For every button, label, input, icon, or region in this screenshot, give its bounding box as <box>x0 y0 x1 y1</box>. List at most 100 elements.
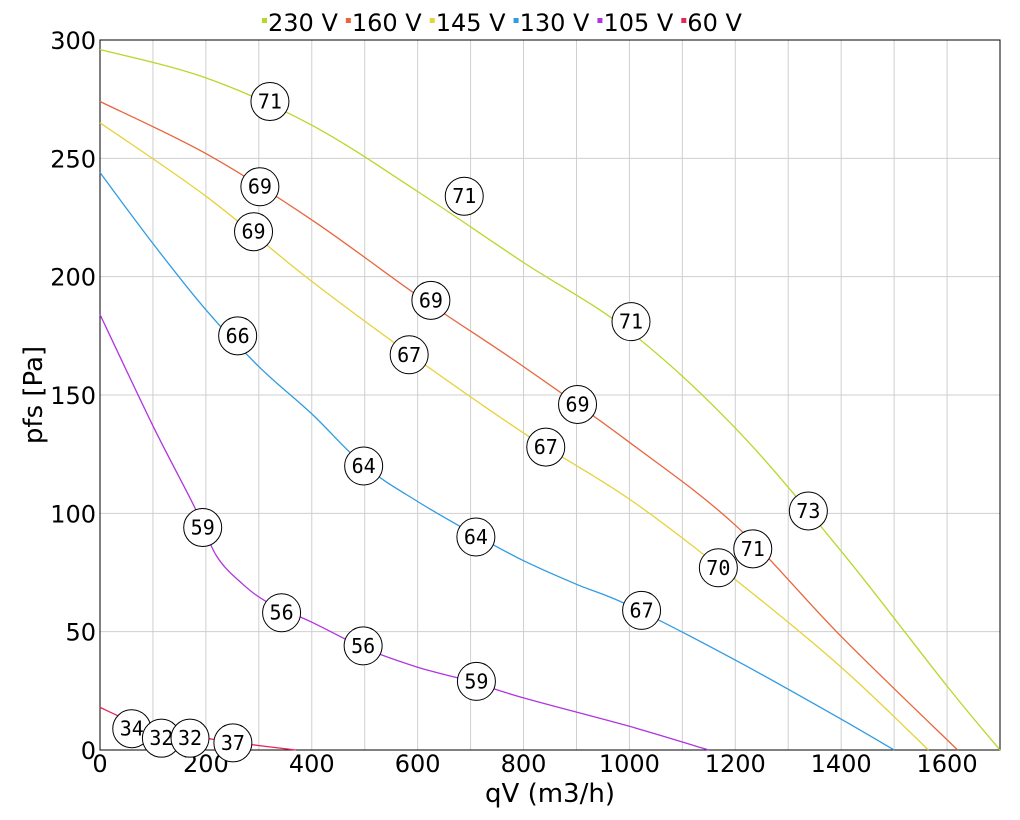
marker-230v: 71 <box>444 176 484 216</box>
marker-circle <box>456 661 496 701</box>
marker-label: 67 <box>397 343 421 367</box>
marker-160v: 69 <box>411 280 451 320</box>
legend-item-160v: 160 V <box>345 9 422 37</box>
x-tick-label: 1600 <box>917 750 978 778</box>
marker-circle <box>456 517 496 557</box>
marker-60v: 32 <box>141 718 181 758</box>
marker-circle <box>213 723 253 763</box>
marker-circle <box>389 335 429 375</box>
series-lines <box>99 48 1001 751</box>
marker-circle <box>733 529 773 569</box>
legend-item-105v: 105 V <box>597 9 674 37</box>
marker-label: 64 <box>352 454 376 478</box>
series-line-230v <box>99 48 1001 751</box>
marker-label: 69 <box>565 392 589 416</box>
y-tick-label: 150 <box>50 382 96 410</box>
grid-lines <box>99 39 1001 751</box>
marker-label: 67 <box>534 435 558 459</box>
marker-230v: 71 <box>250 82 290 122</box>
series-line-160v <box>99 100 959 751</box>
marker-circle <box>344 446 384 486</box>
marker-label: 69 <box>248 175 272 199</box>
marker-130v: 64 <box>344 446 384 486</box>
y-tick-label: 250 <box>50 145 96 173</box>
marker-label: 71 <box>619 310 643 334</box>
marker-circle <box>240 167 280 207</box>
legend-label: 145 V <box>436 9 506 37</box>
x-tick-label: 1000 <box>599 750 660 778</box>
legend-label: 130 V <box>520 9 590 37</box>
series-line-105v <box>99 314 709 751</box>
marker-label: 59 <box>464 669 488 693</box>
marker-105v: 59 <box>183 508 223 548</box>
series-line-130v <box>99 172 895 751</box>
x-axis-ticks: 0 200 400 600 800 1000 1200 1400 1600 <box>92 750 977 778</box>
series-markers: 71 71 71 73 69 69 69 71 69 67 67 70 66 64 64 67 59 56 56 59… <box>112 82 828 763</box>
marker-circle <box>218 316 258 356</box>
marker-circle <box>611 302 651 342</box>
marker-circle <box>183 508 223 548</box>
marker-60v: 34 <box>112 709 152 749</box>
legend-label: 230 V <box>268 9 338 37</box>
x-tick-label: 1400 <box>811 750 872 778</box>
marker-230v: 71 <box>611 302 651 342</box>
marker-circle <box>343 626 383 666</box>
marker-60v: 37 <box>213 723 253 763</box>
marker-circle <box>444 176 484 216</box>
legend-item-60v: 60 V <box>681 9 742 37</box>
marker-circle <box>558 384 598 424</box>
marker-145v: 67 <box>389 335 429 375</box>
legend-label: 160 V <box>352 9 422 37</box>
marker-circle <box>526 427 566 467</box>
marker-label: 37 <box>221 731 245 755</box>
marker-label: 71 <box>741 537 765 561</box>
x-axis-title: qV (m3/h) <box>485 779 615 809</box>
marker-230v: 73 <box>788 491 828 531</box>
marker-circle <box>411 280 451 320</box>
marker-label: 69 <box>241 220 265 244</box>
marker-label: 64 <box>464 525 488 549</box>
legend-swatch <box>681 18 687 23</box>
legend-swatch <box>429 18 435 23</box>
marker-label: 34 <box>120 717 144 741</box>
marker-130v: 64 <box>456 517 496 557</box>
y-axis-title: pfs [Pa] <box>19 346 49 444</box>
x-tick-label: 800 <box>501 750 547 778</box>
marker-label: 70 <box>706 556 730 580</box>
marker-circle <box>250 82 290 122</box>
marker-105v: 56 <box>262 593 302 633</box>
y-tick-label: 200 <box>50 264 96 292</box>
marker-105v: 59 <box>456 661 496 701</box>
marker-label: 32 <box>178 726 202 750</box>
marker-label: 56 <box>270 601 294 625</box>
marker-circle <box>170 718 210 758</box>
legend-swatch <box>513 18 519 23</box>
x-tick-label: 400 <box>289 750 335 778</box>
marker-160v: 69 <box>558 384 598 424</box>
marker-label: 71 <box>258 90 282 114</box>
marker-label: 59 <box>191 516 215 540</box>
y-tick-label: 100 <box>50 500 96 528</box>
marker-label: 73 <box>796 499 820 523</box>
x-tick-label: 0 <box>92 750 107 778</box>
marker-label: 56 <box>351 634 375 658</box>
marker-circle <box>698 548 738 588</box>
x-tick-label: 600 <box>395 750 441 778</box>
marker-105v: 56 <box>343 626 383 666</box>
marker-145v: 70 <box>698 548 738 588</box>
marker-circle <box>234 212 274 252</box>
marker-label: 66 <box>226 324 250 348</box>
y-tick-label: 300 <box>50 27 96 55</box>
legend-label: 105 V <box>603 9 673 37</box>
marker-160v: 69 <box>240 167 280 207</box>
legend-swatch <box>597 18 603 23</box>
legend-swatch <box>262 18 267 23</box>
series-line-145v <box>99 122 929 751</box>
marker-145v: 67 <box>526 427 566 467</box>
marker-circle <box>788 491 828 531</box>
marker-130v: 67 <box>622 590 662 630</box>
marker-145v: 69 <box>234 212 274 252</box>
marker-label: 71 <box>452 184 476 208</box>
x-tick-label: 1200 <box>705 750 766 778</box>
